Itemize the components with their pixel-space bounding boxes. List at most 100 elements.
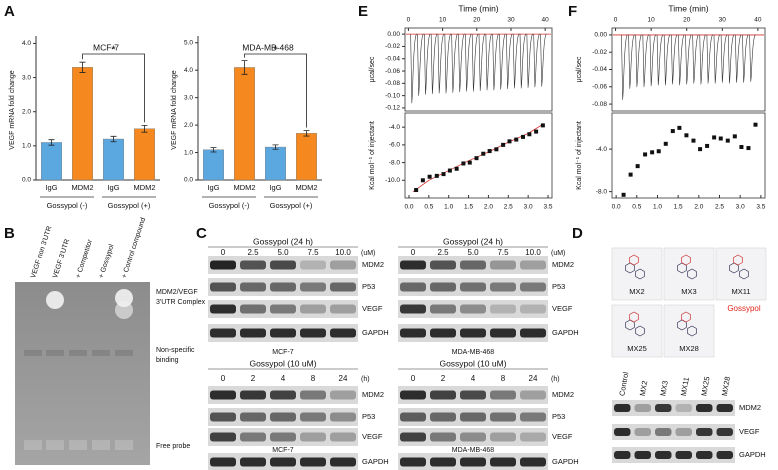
point [732,134,737,139]
blot-band [490,260,516,270]
blot-band [240,432,266,442]
blot-band [520,412,546,422]
injection-peak [478,33,486,92]
blot-band [330,260,356,270]
gel-band [115,301,133,319]
plot-frame [611,112,766,199]
lane-label: 2.5 [247,248,259,257]
x-tick-label: 40 [542,17,550,24]
injection-peak [713,34,721,84]
significance-bracket [244,53,307,128]
lane-label: + Competitor [75,238,94,279]
row-label: MDM2 [552,260,574,269]
gel-band [46,440,64,450]
point [520,134,525,139]
lane-label: + Control compound [121,217,147,279]
point [746,146,751,151]
blot-band [240,412,266,422]
bar [296,133,317,181]
lane-label: MX2 [638,380,650,397]
blot-band [400,412,426,422]
injection-peak [424,33,431,95]
blot-band [210,328,236,338]
structure-ring [677,262,687,274]
blot-band [520,282,546,292]
point [725,138,730,143]
error-bar [241,60,248,75]
y-tick-label: 0.00 [594,32,607,39]
error-bar [272,144,279,150]
blot-band [490,390,516,400]
x-tick-label: 30 [507,17,515,24]
injection-peak [485,33,493,91]
y-tick-label: 0.0 [184,177,193,184]
lane-label: 2 [441,374,446,383]
blot-band [300,328,326,338]
structure-ring [733,254,743,266]
blot-band [430,432,456,442]
band-label: Free probe [156,443,190,450]
error-bar [210,147,217,153]
y-tick-label: -6.0 [389,142,401,149]
injection-peak [471,33,479,92]
y-tick-label: 0.0 [22,177,31,184]
blot-band [430,412,456,422]
blot-band [270,260,296,270]
highlight-label: Gossypol [727,304,761,313]
lane-label: 4 [281,374,286,383]
blot-band [490,328,516,338]
blot-band [240,282,266,292]
blot-band [430,390,456,400]
injection-peak [451,33,459,93]
lane-label: VEGF non 3'UTR [30,225,53,279]
structure-ring [729,262,739,274]
blot-band [655,428,672,436]
x-tick-label: 2.5 [715,204,724,211]
injection-peak [499,33,507,90]
x-tick-label: MDM2 [233,183,255,192]
injection-peak [465,33,472,92]
x-tick-label: 20 [683,17,691,24]
blot-unit: (h) [361,376,370,383]
point [420,178,425,183]
panel-label: A [4,3,15,20]
injection-peak [526,33,534,88]
blot-band [460,260,486,270]
point [414,188,419,193]
y-tick-label: -0.04 [385,55,400,62]
injection-peak [692,34,700,84]
injection-peak [735,34,742,83]
blot-band [240,328,266,338]
x-tick-label: 1.0 [444,204,453,211]
group-label: Gossypol (+) [270,201,313,210]
row-label: P53 [552,412,565,421]
blot-band [460,328,486,338]
injection-peak [430,33,438,95]
y-tick-label: -0.08 [592,101,607,108]
blot-band [210,390,236,400]
y-tick-label: -0.04 [592,66,607,73]
bar [41,142,62,181]
blot-band [270,304,296,314]
y-tick-label: -0.08 [385,80,400,87]
x-tick-label: IgG [45,183,57,192]
blot-band [210,282,236,292]
blot-unit: (uM) [361,250,375,257]
injection-peak [642,34,650,88]
blot-band [330,390,356,400]
structure-ring [677,319,687,331]
structure-label: MX11 [731,287,750,296]
blot-band [430,328,456,338]
point [698,147,703,152]
injection-peak [678,34,685,86]
blot-band [520,260,546,270]
injection-peak [533,33,541,88]
blot-band [460,390,486,400]
injection-peak [706,34,714,84]
injection-peak [727,34,735,84]
panel-label: F [568,3,577,20]
y-tick-label: 1.0 [22,143,31,150]
blot-band [430,457,456,467]
x-tick-label: 2.0 [484,204,493,211]
point [487,149,492,154]
